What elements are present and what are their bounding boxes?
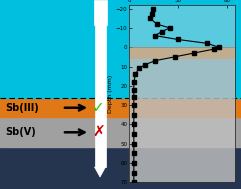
- Bar: [0, 0, 241, 98]
- Bar: [0, 98, 241, 117]
- Polygon shape: [94, 167, 106, 177]
- Text: Sb(III): Sb(III): [5, 103, 39, 113]
- Text: ✗: ✗: [92, 125, 105, 140]
- Text: ✓: ✓: [92, 100, 105, 115]
- Bar: [0, 147, 241, 189]
- Text: Sb(V): Sb(V): [5, 127, 36, 137]
- Bar: [0, 117, 241, 147]
- Bar: [129, 5, 235, 47]
- Bar: [94, 0, 107, 25]
- Bar: [129, 59, 235, 182]
- Bar: [94, 15, 106, 167]
- Y-axis label: Depth (mm): Depth (mm): [108, 74, 113, 113]
- Bar: [129, 47, 235, 59]
